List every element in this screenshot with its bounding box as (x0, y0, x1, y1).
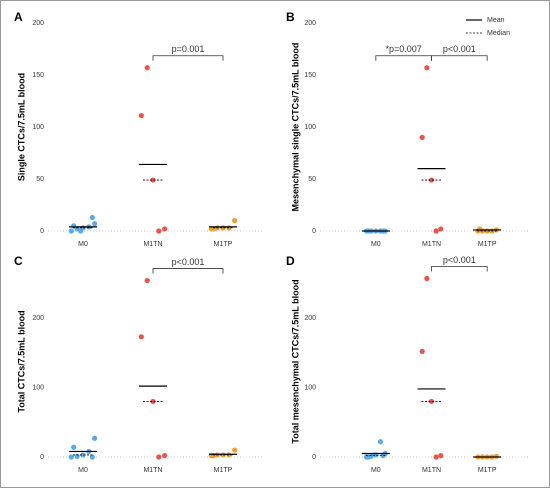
y-tick-label: 100 (304, 384, 316, 391)
point (428, 398, 435, 405)
bracket (431, 55, 488, 61)
point (92, 221, 98, 227)
bracket (152, 55, 224, 61)
point (424, 275, 430, 282)
point (162, 226, 168, 232)
point (138, 334, 144, 340)
point (493, 453, 500, 459)
panel-letter: A (14, 10, 23, 24)
legend-median: Median (487, 30, 510, 37)
y-tick-label: 150 (304, 72, 316, 79)
point (380, 453, 386, 459)
point (419, 134, 425, 140)
y-axis-title: Total CTCs/7.5mL blood (16, 310, 26, 412)
x-tick-label: M1TP (478, 467, 497, 474)
y-tick-label: 100 (304, 124, 316, 131)
point (438, 453, 444, 459)
point (144, 277, 150, 284)
panel-letter: C (14, 254, 23, 268)
annotation: p<0.001 (443, 255, 476, 265)
y-tick-label: 0 (40, 228, 44, 235)
point (68, 454, 74, 460)
y-axis-title: Single CTCs/7.5mL blood (16, 73, 26, 181)
x-tick-label: M1TP (214, 467, 233, 474)
point (71, 444, 77, 450)
x-tick-label: M0 (371, 467, 381, 474)
legend-mean: Mean (487, 17, 505, 24)
annotation: p=0.001 (172, 44, 205, 54)
point (150, 398, 156, 405)
point (156, 228, 162, 234)
y-axis-title: Mesenchymal single CTCs/7.5mL blood (290, 43, 300, 212)
y-tick-label: 100 (32, 384, 44, 391)
y-tick-label: 50 (308, 176, 316, 183)
point (150, 177, 156, 183)
y-axis-title: Total mesenchymal CTCs/7.5mL blood (290, 279, 300, 443)
x-tick-label: M0 (78, 467, 88, 474)
y-tick-label: 200 (32, 20, 44, 27)
point (419, 348, 425, 355)
point (433, 454, 439, 460)
panel-letter: D (286, 254, 295, 268)
y-tick-label: 200 (32, 315, 44, 322)
y-tick-label: 50 (36, 176, 44, 183)
panel-letter: B (286, 10, 295, 24)
point (89, 214, 95, 221)
x-tick-label: M1TN (422, 467, 441, 474)
y-tick-label: 0 (312, 454, 316, 461)
point (92, 435, 98, 441)
point (232, 447, 238, 453)
y-tick-label: 200 (304, 20, 316, 27)
point (433, 228, 439, 234)
x-tick-label: M1TN (143, 241, 162, 248)
x-tick-label: M1TN (143, 467, 162, 474)
y-tick-label: 0 (312, 228, 316, 235)
point (78, 228, 84, 234)
x-tick-label: M1TN (422, 241, 441, 248)
x-tick-label: M1TP (214, 241, 233, 248)
annotation: *p=0.007 (386, 44, 422, 54)
y-tick-label: 0 (40, 454, 44, 461)
annotation: p<0.001 (172, 257, 205, 267)
point (377, 439, 384, 445)
point (68, 228, 74, 234)
point (89, 454, 95, 460)
point (428, 177, 435, 183)
annotation: p<0.001 (443, 44, 476, 54)
bracket (431, 266, 488, 272)
point (80, 452, 86, 458)
y-tick-label: 200 (304, 315, 316, 322)
x-tick-label: M0 (78, 241, 88, 248)
point (74, 453, 80, 459)
point (438, 226, 444, 232)
point (144, 65, 150, 71)
point (424, 65, 430, 71)
bracket (152, 268, 224, 274)
point (138, 112, 144, 119)
y-tick-label: 150 (32, 72, 44, 79)
point (156, 454, 162, 460)
y-tick-label: 100 (32, 124, 44, 131)
point (232, 218, 238, 224)
x-tick-label: M1TP (478, 241, 497, 248)
point (220, 452, 226, 458)
x-tick-label: M0 (371, 241, 381, 248)
point (162, 453, 168, 459)
point (365, 454, 372, 460)
